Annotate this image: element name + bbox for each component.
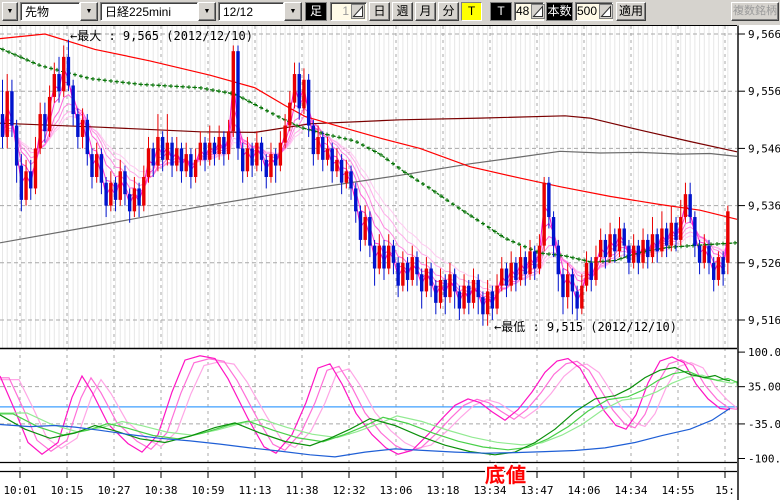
symbol-combobox[interactable]: 日経225mini ▼ [100,2,216,21]
interval-stepper[interactable]: 1 [330,2,367,21]
svg-text:35.00: 35.00 [748,381,780,394]
date-combobox[interactable]: 12/12 ▼ [218,2,302,21]
spinner-icon[interactable] [531,4,546,19]
toolbar: ▼ 先物 ▼ 日経225mini ▼ 12/12 ▼ 足 1 日 週 月 分 T… [0,0,780,26]
period-button-month[interactable]: 月 [415,2,436,21]
bar-type-label: 足 [305,2,327,21]
svg-text:9,566: 9,566 [748,28,780,41]
svg-text:9,516: 9,516 [748,314,780,327]
svg-text:10:59: 10:59 [191,484,224,497]
category-value: 先物 [20,2,80,21]
svg-text:10:15: 10:15 [50,484,83,497]
svg-text:9,526: 9,526 [748,257,780,270]
svg-text:11:38: 11:38 [285,484,318,497]
svg-text:10:01: 10:01 [3,484,36,497]
tick-size-value: 48 [516,4,530,18]
bottom-price-marker: 底値 [485,463,527,487]
max-price-annotation: ←最大 : 9,565 (2012/12/10) [70,29,253,43]
svg-text:13:06: 13:06 [379,484,412,497]
period-button-tick-active[interactable]: T [461,2,482,21]
apply-button[interactable]: 適用 [616,2,646,21]
svg-text:-100.00: -100.00 [748,453,780,466]
svg-text:9,546: 9,546 [748,142,780,155]
bar-count-label: 本数 [546,2,573,21]
svg-text:9,556: 9,556 [748,85,780,98]
bar-count-value: 500 [577,4,598,18]
period-button-minute[interactable]: 分 [438,2,459,21]
spinner-icon[interactable] [599,4,614,19]
symbol-value: 日経225mini [100,2,198,21]
svg-text:10:27: 10:27 [97,484,130,497]
svg-text:11:13: 11:13 [238,484,271,497]
chevron-down-icon: ▼ [6,8,14,15]
multi-symbol-button[interactable]: 複数銘柄 [731,2,779,21]
toolbar-collapse-button[interactable]: ▼ [2,2,18,21]
date-dropdown-button[interactable]: ▼ [284,2,302,21]
tick-size-label: T [490,2,512,21]
svg-text:9,536: 9,536 [748,200,780,213]
period-button-week[interactable]: 週 [392,2,413,21]
bar-count-stepper[interactable]: 500 [575,2,614,21]
svg-text:13:18: 13:18 [426,484,459,497]
svg-text:12:32: 12:32 [332,484,365,497]
svg-text:13:47: 13:47 [520,484,553,497]
svg-text:14:34: 14:34 [614,484,647,497]
chevron-down-icon: ▼ [289,8,297,15]
svg-text:15:: 15: [715,484,735,497]
chevron-down-icon: ▼ [203,8,211,15]
svg-text:14:55: 14:55 [661,484,694,497]
period-button-day[interactable]: 日 [369,2,390,21]
spinner-icon[interactable] [351,4,365,19]
interval-value: 1 [342,4,349,18]
category-combobox[interactable]: 先物 ▼ [20,2,98,21]
date-value: 12/12 [218,2,284,21]
svg-text:13:34: 13:34 [473,484,506,497]
svg-text:10:38: 10:38 [144,484,177,497]
tick-size-stepper[interactable]: 48 [514,2,546,21]
svg-text:-35.00: -35.00 [748,418,780,431]
svg-text:100.00: 100.00 [748,346,780,359]
category-dropdown-button[interactable]: ▼ [80,2,98,21]
svg-text:14:06: 14:06 [567,484,600,497]
chevron-down-icon: ▼ [85,8,93,15]
symbol-dropdown-button[interactable]: ▼ [198,2,216,21]
min-price-annotation: ←最低 : 9,515 (2012/12/10) [494,320,677,334]
